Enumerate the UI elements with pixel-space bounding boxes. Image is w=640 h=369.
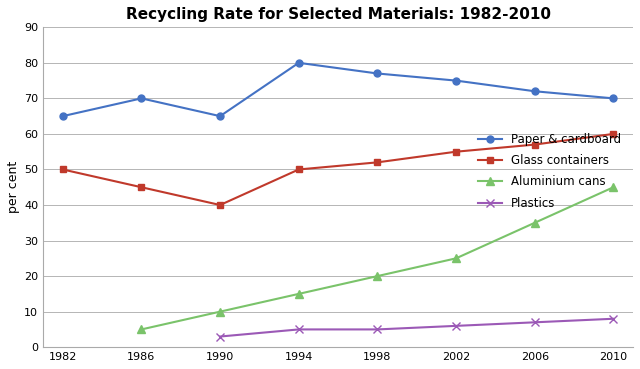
Paper & cardboard (59, 114, 67, 118)
Legend: Paper & cardboard, Glass containers, Aluminium cans, Plastics: Paper & cardboard, Glass containers, Alu… (472, 127, 627, 215)
Paper & cardboard (295, 61, 303, 65)
Aluminium cans (609, 185, 617, 189)
Plastics (216, 334, 224, 339)
Paper & cardboard (138, 96, 145, 101)
Paper & cardboard (216, 114, 224, 118)
Line: Aluminium cans: Aluminium cans (137, 183, 618, 334)
Plastics (295, 327, 303, 332)
Glass containers (216, 203, 224, 207)
Y-axis label: per cent: per cent (7, 161, 20, 213)
Plastics (374, 327, 381, 332)
Aluminium cans (374, 274, 381, 278)
Line: Plastics: Plastics (216, 315, 618, 341)
Glass containers (138, 185, 145, 189)
Line: Glass containers: Glass containers (60, 131, 617, 208)
Plastics (609, 317, 617, 321)
Glass containers (59, 167, 67, 172)
Line: Paper & cardboard: Paper & cardboard (60, 59, 617, 120)
Paper & cardboard (531, 89, 539, 93)
Aluminium cans (138, 327, 145, 332)
Aluminium cans (452, 256, 460, 261)
Glass containers (295, 167, 303, 172)
Glass containers (452, 149, 460, 154)
Paper & cardboard (452, 78, 460, 83)
Paper & cardboard (374, 71, 381, 76)
Aluminium cans (531, 221, 539, 225)
Aluminium cans (216, 310, 224, 314)
Plastics (531, 320, 539, 324)
Paper & cardboard (609, 96, 617, 101)
Title: Recycling Rate for Selected Materials: 1982-2010: Recycling Rate for Selected Materials: 1… (125, 7, 550, 22)
Glass containers (531, 142, 539, 147)
Glass containers (609, 132, 617, 136)
Glass containers (374, 160, 381, 165)
Aluminium cans (295, 292, 303, 296)
Plastics (452, 324, 460, 328)
